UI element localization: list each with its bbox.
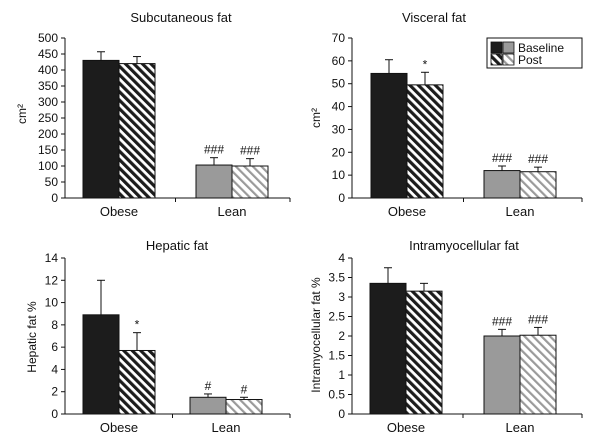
panel-intramyocellular-fat: Intramyocellular fat Intramyocellular fa… bbox=[309, 238, 583, 435]
y-tick-label: 450 bbox=[38, 47, 58, 61]
bar-lean-baseline bbox=[189, 396, 227, 415]
y-tick-label: 20 bbox=[332, 145, 346, 159]
y-tick-label: 8 bbox=[51, 318, 58, 332]
y-tick-label: 2 bbox=[51, 385, 58, 399]
bar-obese-baseline bbox=[82, 59, 120, 199]
category-label-obese: Obese bbox=[387, 420, 425, 435]
category-label-obese: Obese bbox=[100, 420, 138, 435]
bar-lean-post bbox=[519, 171, 557, 199]
bar-obese-baseline bbox=[369, 282, 407, 415]
bar-lean-post bbox=[519, 334, 557, 415]
y-tick-label: 50 bbox=[332, 77, 346, 91]
y-tick-label: 250 bbox=[38, 111, 58, 125]
y-tick-label: 200 bbox=[38, 127, 58, 141]
category-label-lean: Lean bbox=[212, 420, 241, 435]
y-tick-label: 300 bbox=[38, 95, 58, 109]
panel-title: Hepatic fat bbox=[146, 238, 209, 253]
significance-label-lean-post: ### bbox=[528, 312, 548, 326]
y-tick-label: 14 bbox=[45, 251, 59, 265]
y-tick-label: 350 bbox=[38, 79, 58, 93]
axes: 0 0.5 1 1.5 2 2.5 3 3.5 4 ### ### bbox=[328, 251, 583, 421]
legend-label-baseline: Baseline bbox=[518, 41, 564, 55]
significance-label-lean-post: # bbox=[241, 382, 248, 396]
y-tick-label: 70 bbox=[332, 31, 346, 45]
significance-label-obese-post: * bbox=[135, 318, 140, 332]
y-tick-label: 1.5 bbox=[328, 349, 345, 363]
bar-obese-post bbox=[118, 63, 156, 199]
y-tick-label: 60 bbox=[332, 54, 346, 68]
y-tick-label: 12 bbox=[45, 273, 59, 287]
bar-obese-baseline bbox=[370, 72, 408, 199]
y-tick-label: 1 bbox=[338, 368, 345, 382]
y-tick-label: 10 bbox=[332, 168, 346, 182]
y-tick-label: 2.5 bbox=[328, 310, 345, 324]
y-tick-label: 10 bbox=[45, 296, 59, 310]
legend-swatch-obese-post bbox=[490, 53, 503, 66]
y-tick-label: 6 bbox=[51, 340, 58, 354]
panel-title: Intramyocellular fat bbox=[409, 238, 519, 253]
bar-lean-baseline bbox=[195, 164, 233, 199]
category-label-lean: Lean bbox=[506, 420, 535, 435]
legend-swatch-lean-baseline bbox=[502, 41, 515, 54]
y-tick-label: 0 bbox=[338, 191, 345, 205]
significance-label-lean-post: ### bbox=[240, 144, 260, 158]
y-tick-label: 4 bbox=[338, 251, 345, 265]
legend: Baseline Post bbox=[486, 37, 583, 69]
y-axis-label: Intramyocellular fat % bbox=[309, 277, 323, 393]
category-label-lean: Lean bbox=[506, 204, 535, 219]
category-label-obese: Obese bbox=[100, 204, 138, 219]
bar-lean-baseline bbox=[483, 335, 521, 415]
y-tick-label: 4 bbox=[51, 362, 58, 376]
significance-label-lean-post: ### bbox=[528, 152, 548, 166]
y-tick-label: 0 bbox=[51, 191, 58, 205]
significance-label-obese-post: * bbox=[423, 57, 428, 71]
panel-title: Visceral fat bbox=[402, 10, 466, 25]
y-tick-label: 40 bbox=[332, 100, 346, 114]
y-tick-label: 150 bbox=[38, 143, 58, 157]
y-tick-label: 0.5 bbox=[328, 388, 345, 402]
y-tick-label: 30 bbox=[332, 122, 346, 136]
axes: 0 10 20 30 40 50 60 70 * ### ### bbox=[332, 31, 583, 205]
category-label-lean: Lean bbox=[218, 204, 247, 219]
y-axis-label: cm² bbox=[15, 104, 29, 124]
bar-obese-post bbox=[406, 84, 444, 199]
bar-obese-baseline bbox=[82, 314, 120, 415]
y-tick-label: 3 bbox=[338, 290, 345, 304]
y-tick-label: 50 bbox=[45, 175, 59, 189]
panel-hepatic-fat: Hepatic fat Hepatic fat % 0 2 4 6 8 10 12 14 * # #… bbox=[25, 238, 291, 435]
y-axis-label: cm² bbox=[309, 108, 323, 128]
bar-obese-post bbox=[405, 290, 443, 415]
legend-swatch-lean-post bbox=[502, 53, 515, 66]
legend-swatch-obese-baseline bbox=[490, 41, 503, 54]
axes: 0 50 100 150 200 250 300 350 400 450 500 ### ### bbox=[38, 31, 291, 205]
y-tick-label: 0 bbox=[338, 407, 345, 421]
bar-lean-baseline bbox=[483, 170, 521, 199]
axes: 0 2 4 6 8 10 12 14 * # # bbox=[45, 251, 291, 421]
bar-lean-post bbox=[225, 399, 263, 415]
panel-subcutaneous-fat: Subcutaneous fat cm² 0 50 100 150 200 250 300 3… bbox=[15, 10, 291, 219]
significance-label-lean-baseline: ### bbox=[492, 314, 512, 328]
significance-label-lean-baseline: ### bbox=[204, 143, 224, 157]
legend-label-post: Post bbox=[518, 53, 543, 67]
y-tick-label: 400 bbox=[38, 63, 58, 77]
significance-label-lean-baseline: # bbox=[205, 379, 212, 393]
category-label-obese: Obese bbox=[388, 204, 426, 219]
y-tick-label: 3.5 bbox=[328, 271, 345, 285]
y-tick-label: 500 bbox=[38, 31, 58, 45]
y-tick-label: 100 bbox=[38, 159, 58, 173]
panel-title: Subcutaneous fat bbox=[130, 10, 232, 25]
y-tick-label: 2 bbox=[338, 329, 345, 343]
y-tick-label: 0 bbox=[51, 407, 58, 421]
significance-label-lean-baseline: ### bbox=[492, 151, 512, 165]
bar-obese-post bbox=[118, 349, 156, 415]
y-axis-label: Hepatic fat % bbox=[25, 301, 39, 373]
bar-lean-post bbox=[231, 165, 269, 199]
